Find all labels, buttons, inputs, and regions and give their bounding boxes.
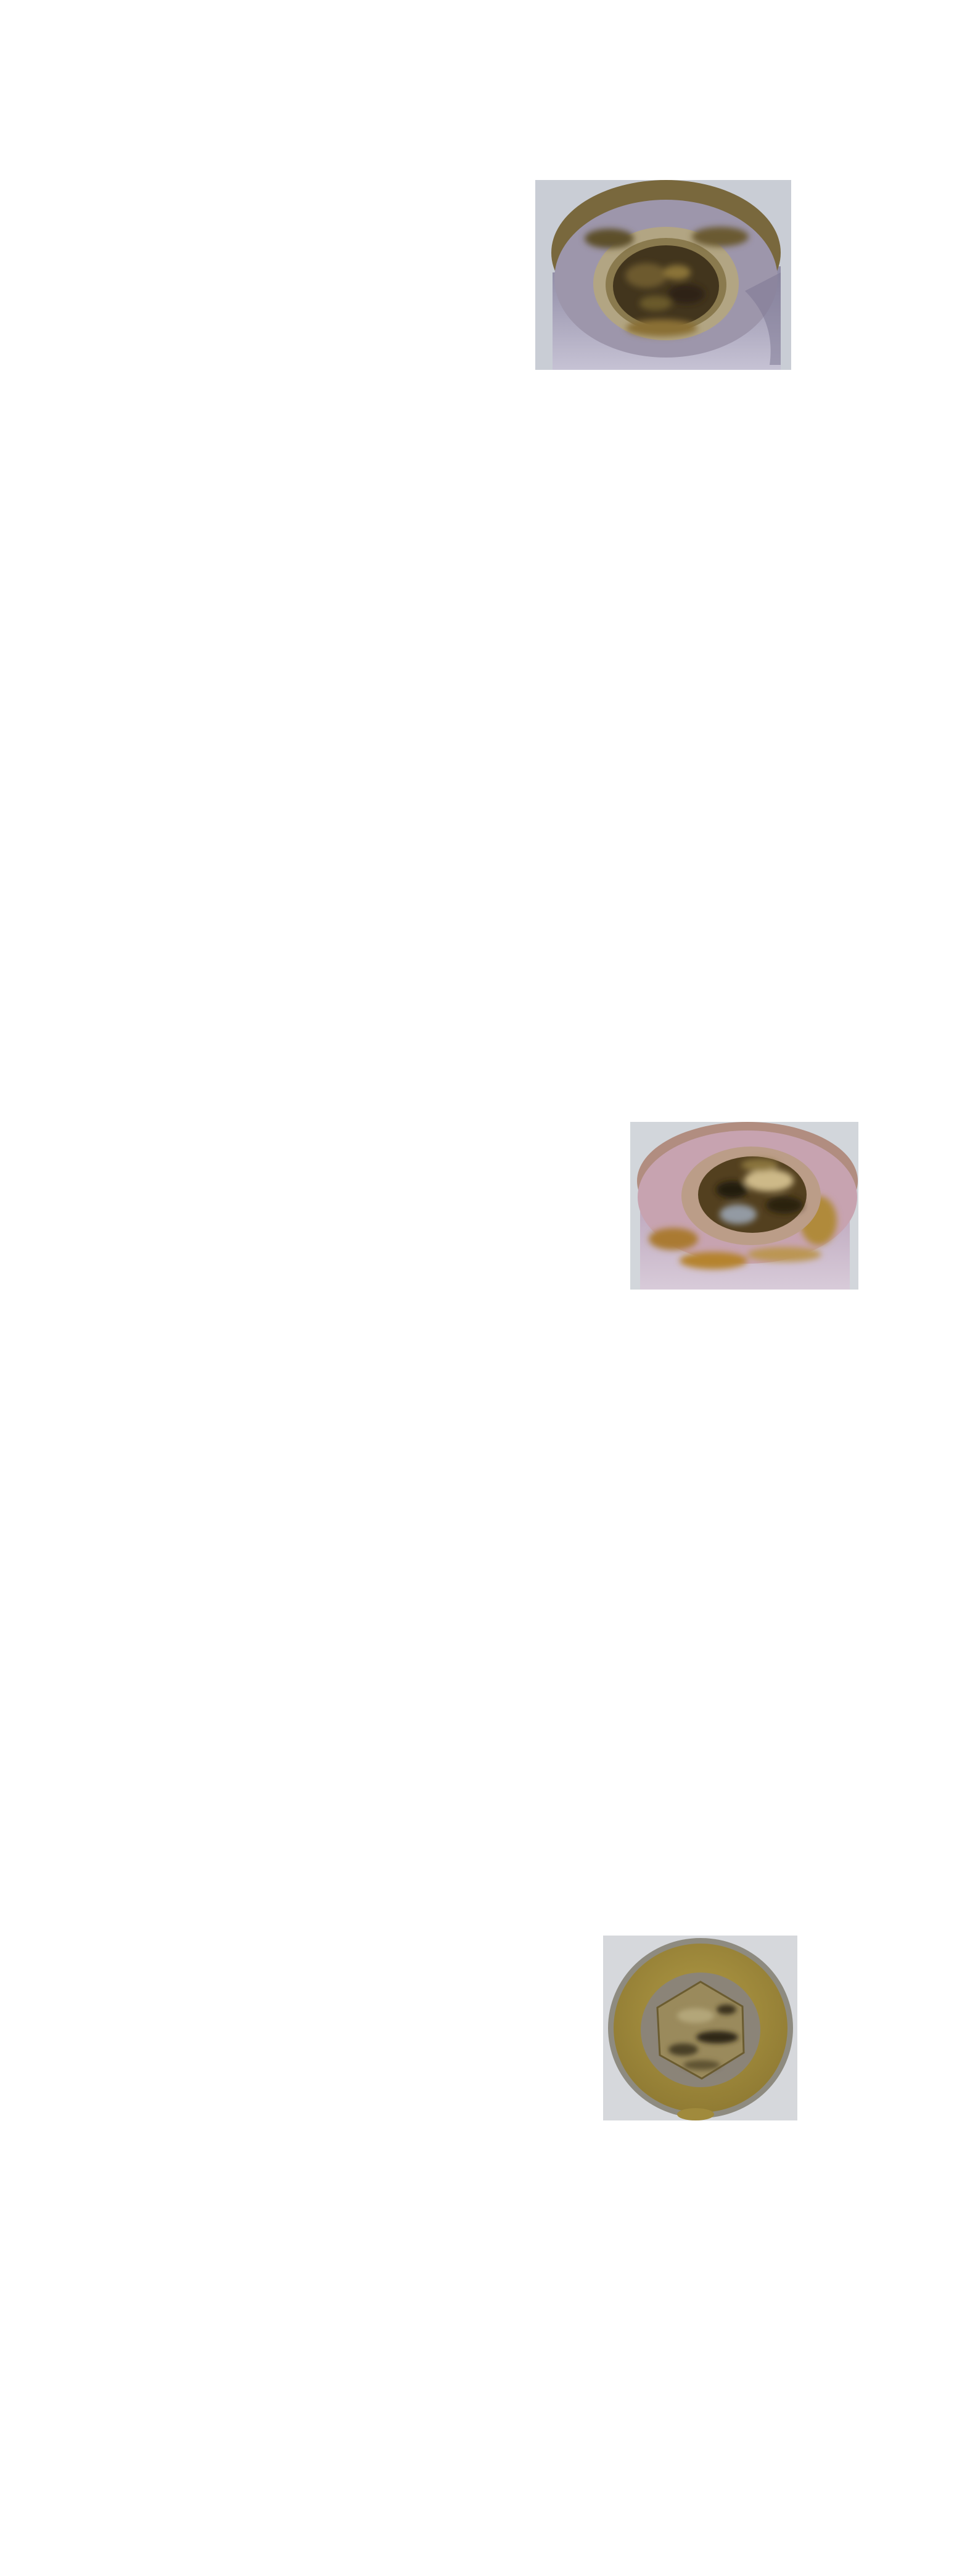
rust-patches (649, 1196, 837, 1269)
sample-photo-na2so4 (603, 1936, 797, 2120)
corrosion-mottle (585, 227, 749, 337)
pipe-shadow (745, 272, 781, 365)
corrosion-core (613, 245, 719, 327)
pipe-foot (677, 2108, 714, 2120)
corrosion-mottle (716, 1159, 803, 1224)
corrosion-mottle (668, 2005, 738, 2070)
sample-photo-nacl (630, 1122, 858, 1290)
sample-photo-tap-water (535, 180, 791, 370)
